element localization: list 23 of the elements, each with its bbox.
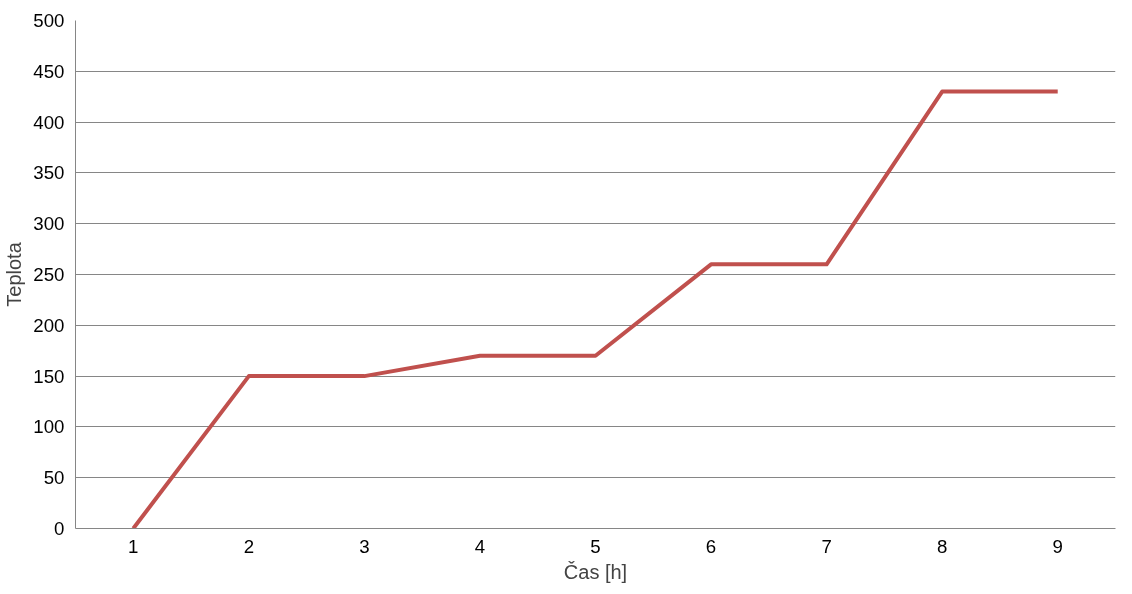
x-tick-label: 3: [359, 535, 370, 557]
y-tick-label: 400: [33, 111, 65, 133]
x-tick-label: 6: [705, 535, 717, 557]
y-tick-label: 300: [33, 213, 65, 235]
x-tick-label: 8: [936, 535, 948, 557]
y-tick-label: 50: [43, 467, 65, 489]
x-tick-label: 2: [243, 535, 255, 557]
y-tick-label: 100: [33, 416, 65, 438]
y-tick-label: 0: [54, 518, 65, 539]
x-tick-label: 5: [590, 535, 601, 557]
y-axis-title: Teplota: [3, 241, 26, 307]
x-tick-label: 9: [1052, 535, 1063, 557]
y-tick-label: 250: [33, 264, 65, 285]
y-tick-label: 200: [33, 314, 65, 336]
y-tick-label: 150: [33, 365, 65, 387]
x-axis-title: Čas [h]: [563, 560, 628, 583]
y-tick-label: 450: [33, 60, 65, 82]
y-tick-label: 500: [33, 10, 65, 31]
x-tick-label: 7: [821, 535, 832, 557]
x-tick-label: 4: [474, 535, 486, 557]
x-tick-label: 1: [128, 535, 139, 557]
y-tick-label: 350: [33, 162, 65, 184]
line-series: [131, 89, 1060, 529]
